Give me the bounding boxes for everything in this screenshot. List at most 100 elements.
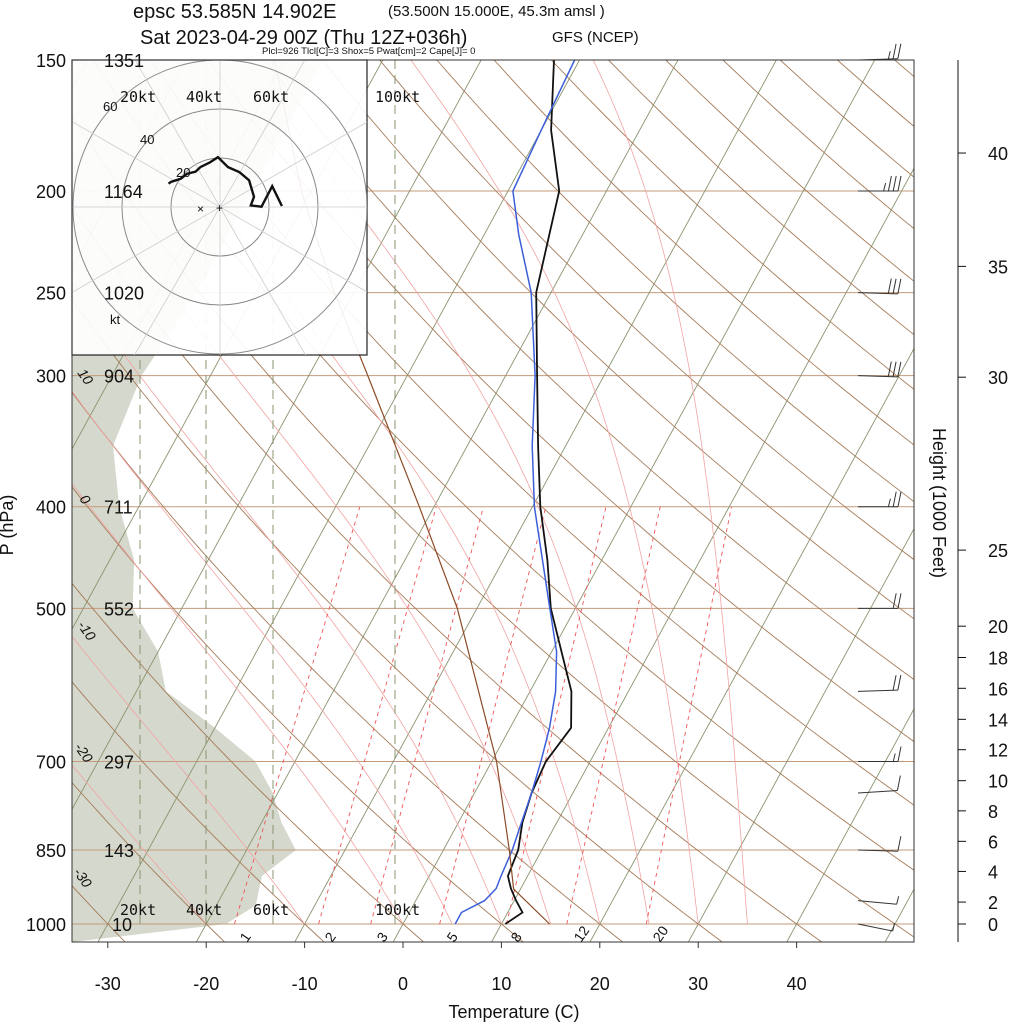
wind-barb-half <box>896 896 900 905</box>
hodograph-spoke <box>72 121 367 293</box>
height-m-label: 552 <box>104 599 134 619</box>
wind-barb-flag <box>897 491 902 507</box>
wind-barb <box>858 175 902 192</box>
dry-adiabat <box>92 60 914 871</box>
height-tick-label: 30 <box>988 368 1008 388</box>
dry-adiabat <box>72 582 425 942</box>
height-tick-label: 2 <box>988 893 998 913</box>
wind-barb-shaft <box>857 375 898 378</box>
x-tick-label: 10 <box>491 974 511 994</box>
dry-adiabat <box>836 60 914 127</box>
wind-barb-flag <box>897 175 902 192</box>
wind-barb-shaft <box>857 689 898 692</box>
moist-adiabat <box>72 281 502 925</box>
hodograph-plot: × + <box>72 60 367 355</box>
wind-barb-flag <box>897 746 902 762</box>
x-tick-label: -10 <box>292 974 318 994</box>
wind-barb-flag <box>897 593 902 609</box>
y-axis-label: P (hPa) <box>0 495 17 556</box>
hodograph-unit-label: kt <box>110 312 121 327</box>
ring-speed-label-top: 20kt <box>120 88 156 106</box>
hodograph-storm-marker: × <box>197 202 204 216</box>
mixing-ratio-line <box>234 506 361 925</box>
ring-speed-label-bottom: 20kt <box>120 901 156 919</box>
stability-indices: Plcl=926 Tlcl[C]=3 Shox=5 Pwat[cm]=2 Cap… <box>262 46 475 57</box>
pressure-tick-label: 300 <box>36 367 66 387</box>
height-m-label: 297 <box>104 753 134 773</box>
wind-barb-flag <box>892 175 897 192</box>
isotherm-line <box>491 167 914 942</box>
height-tick-label: 25 <box>988 541 1008 561</box>
mixing-ratio-label: 12 <box>570 923 592 945</box>
dry-adiabat <box>72 115 914 938</box>
x-tick-label: -20 <box>193 974 219 994</box>
dry-adiabat <box>72 298 723 942</box>
pressure-tick-label: 200 <box>36 182 66 202</box>
moist-adiabat <box>72 764 207 925</box>
wind-barb-shaft <box>857 900 897 905</box>
height-tick-label: 14 <box>988 710 1008 730</box>
isotherm-line <box>589 347 914 942</box>
height-m-label: 1020 <box>104 284 144 304</box>
wind-barb-shaft <box>857 790 898 794</box>
x-tick-label: 40 <box>787 974 807 994</box>
wind-barb-shaft <box>857 849 898 852</box>
dry-adiabat <box>665 60 914 282</box>
isotherm-line <box>786 708 914 942</box>
title-model: GFS (NCEP) <box>552 29 639 46</box>
mixing-ratio-line <box>645 506 732 925</box>
isotherm-line <box>97 60 581 942</box>
wind-barb-half <box>883 182 887 192</box>
wind-barb-half <box>892 753 896 762</box>
isotherm-line <box>687 527 914 942</box>
hodograph-trace <box>167 155 283 208</box>
wind-barb-shaft <box>857 58 898 61</box>
ring-speed-label-top: 40kt <box>186 88 222 106</box>
height-m-label: 10 <box>112 915 132 935</box>
wind-barb <box>857 675 902 692</box>
ring-speed-label-top: 100kt <box>375 88 420 106</box>
height-m-label: 143 <box>104 841 134 861</box>
hodograph-radius-label: 20 <box>176 165 190 180</box>
title-line1: epsc 53.585N 14.902E <box>133 1 337 23</box>
wind-barb-shaft <box>857 923 893 932</box>
dry-adiabat <box>379 60 914 561</box>
dry-adiabat <box>321 60 914 620</box>
wind-barb-flag <box>892 491 897 507</box>
title-line1-location: (53.500N 15.000E, 45.3m amsl ) <box>388 3 605 20</box>
wind-barb <box>857 278 902 295</box>
mixing-ratio-line <box>318 506 437 925</box>
mixing-ratio-line <box>566 506 661 925</box>
height-tick-label: 4 <box>988 862 998 882</box>
moist-adiabat <box>72 482 404 925</box>
height-m-label: 904 <box>104 367 134 387</box>
wind-barb <box>857 775 901 794</box>
moist-adiabat <box>72 390 453 925</box>
wind-barb-half <box>887 50 891 60</box>
wind-barb-flag <box>897 675 902 691</box>
wind-barb-flag <box>897 836 902 852</box>
height-tick-label: 16 <box>988 679 1008 699</box>
wind-barb-flag <box>892 43 897 60</box>
dry-adiabat <box>72 781 226 942</box>
x-tick-label: -30 <box>95 974 121 994</box>
wind-barb-flag <box>887 361 892 377</box>
dry-adiabat <box>72 486 524 942</box>
x-axis-label: Temperature (C) <box>448 1002 579 1022</box>
isotherm-line <box>0 29 6 947</box>
wind-barb-flag <box>892 593 897 609</box>
dry-adiabat <box>207 60 914 743</box>
wind-barb-flag <box>897 43 902 59</box>
isotherm-line <box>392 60 876 942</box>
wind-barb <box>858 593 902 609</box>
wind-barb-flag <box>897 278 902 294</box>
ring-speed-label-bottom: 40kt <box>186 901 222 919</box>
mixing-ratio-line <box>505 506 607 925</box>
wind-barb-flag <box>892 361 897 377</box>
moist-adiabat <box>72 150 551 925</box>
wind-barb-flag <box>897 361 902 377</box>
dry-adiabat <box>150 60 914 806</box>
wind-barb-flag <box>887 175 892 192</box>
